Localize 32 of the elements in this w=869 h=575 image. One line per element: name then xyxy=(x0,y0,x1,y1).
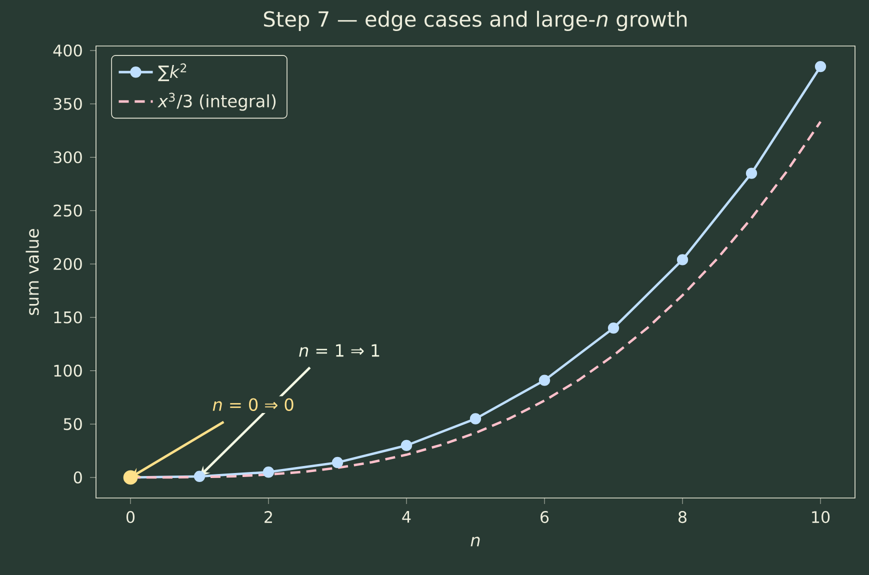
x-tick-label: 6 xyxy=(540,511,549,524)
point xyxy=(470,413,482,424)
x-tick-label: 2 xyxy=(264,511,272,523)
point xyxy=(608,322,620,334)
x-tick-label: 10 xyxy=(812,511,830,524)
y-tick-label: 50 xyxy=(64,418,82,430)
y-tick-label: 100 xyxy=(54,364,82,377)
point xyxy=(262,466,274,478)
legend-label: x$^{3}$/3 (integral) xyxy=(158,92,276,111)
y-tick-label: 0 xyxy=(74,471,82,484)
annotation: n = 1 ⇒ 1 xyxy=(299,344,380,357)
y-tick-label: 350 xyxy=(54,98,82,110)
point xyxy=(332,456,344,468)
point xyxy=(194,470,206,482)
y-tick-label: 400 xyxy=(53,44,82,57)
legend-label: ∑k$^{2}$ xyxy=(158,63,186,82)
x-axis-title: n xyxy=(470,536,480,546)
y-tick-label: 300 xyxy=(54,151,82,164)
x-tick-label: 8 xyxy=(678,511,686,524)
annotation: n = 0 ⇒ 0 xyxy=(212,398,294,412)
point xyxy=(400,440,412,452)
point xyxy=(538,374,550,386)
y-tick-label: 250 xyxy=(54,204,82,217)
point xyxy=(676,254,688,266)
y-axis-title: sum value xyxy=(26,229,39,315)
point xyxy=(746,168,758,179)
point xyxy=(814,60,826,72)
x-tick-label: 0 xyxy=(126,511,135,524)
y-tick-label: 200 xyxy=(54,258,82,270)
y-tick-label: 150 xyxy=(54,311,82,324)
chart-title: Step 7 — edge cases and large-n growth xyxy=(264,10,687,31)
x-tick-label: 4 xyxy=(402,511,411,523)
